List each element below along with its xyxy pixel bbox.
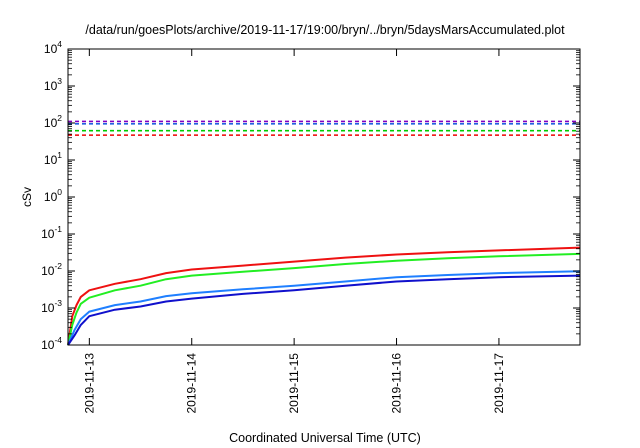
reference-lines <box>68 120 580 136</box>
y-tick-label: 10-1 <box>41 224 62 241</box>
x-tick-label: 2019-11-13 <box>82 353 96 414</box>
y-tick-label: 100 <box>44 187 62 204</box>
x-tick-label: 2019-11-14 <box>185 353 199 414</box>
y-tick-label: 102 <box>44 113 62 130</box>
y-tick-label: 103 <box>44 76 62 93</box>
x-axis-label: Coordinated Universal Time (UTC) <box>229 431 421 445</box>
series-line-2 <box>67 252 581 346</box>
series-lines <box>67 246 581 346</box>
y-tick-label: 10-4 <box>41 335 62 352</box>
x-tick-label: 2019-11-15 <box>287 353 301 414</box>
axis-ticks: 10-4 10-3 10-2 10-1 100 101 102 103 104 2019-11-1… <box>41 39 580 414</box>
series-line-3 <box>67 270 581 346</box>
plot-frame <box>67 48 581 346</box>
series-line-4 <box>67 274 581 346</box>
x-tick-label: 2019-11-17 <box>492 353 506 414</box>
y-tick-label: 104 <box>44 39 62 56</box>
y-tick-label: 10-2 <box>41 261 62 278</box>
x-tick-label: 2019-11-16 <box>390 353 404 414</box>
series-line-1 <box>67 246 581 346</box>
chart-title: /data/run/goesPlots/archive/2019-11-17/1… <box>85 23 565 37</box>
y-tick-label: 10-3 <box>41 298 62 315</box>
y-axis-label: cSv <box>20 187 34 207</box>
y-tick-label: 101 <box>44 150 62 167</box>
